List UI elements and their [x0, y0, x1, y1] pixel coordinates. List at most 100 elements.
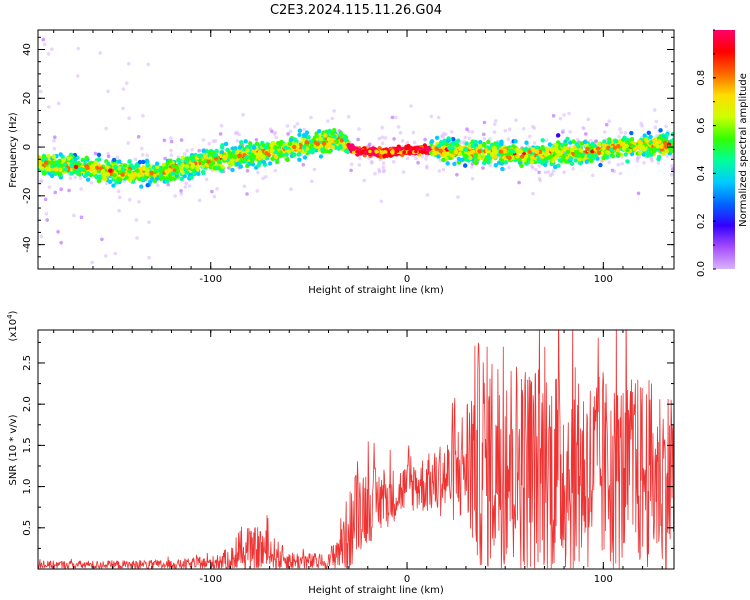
- spectrogram-point: [598, 162, 603, 168]
- spectrogram-point: [405, 156, 410, 161]
- spectrogram-point: [45, 218, 49, 222]
- spectrogram-point: [468, 155, 473, 161]
- spectrogram-point: [295, 122, 300, 126]
- spectrogram-point: [416, 160, 420, 165]
- spectrogram-point: [263, 145, 268, 150]
- spectrogram-point: [623, 152, 628, 157]
- spectrogram-point: [648, 134, 653, 140]
- spectrogram-point: [423, 137, 427, 142]
- spectrogram-point: [661, 151, 666, 156]
- spectrogram-point: [91, 170, 97, 176]
- spectrogram-point: [97, 174, 102, 179]
- spectrogram-point: [562, 170, 566, 174]
- spectrogram-point: [368, 142, 372, 147]
- spectrogram-point: [425, 193, 430, 197]
- spectrogram-point: [273, 154, 279, 160]
- spectrogram-point: [311, 147, 316, 152]
- spectrogram-point: [530, 165, 535, 170]
- spectrogram-point: [342, 144, 347, 150]
- spectrogram-point: [621, 146, 627, 151]
- spectrogram-point: [257, 156, 262, 161]
- spectrogram-point: [623, 131, 628, 135]
- spectrogram-point: [140, 176, 145, 182]
- spectrogram-point: [184, 164, 190, 169]
- spectrogram-point: [402, 150, 406, 154]
- spectrogram-point: [219, 123, 224, 128]
- spectrogram-point: [618, 171, 623, 176]
- spectrogram-point: [380, 141, 385, 145]
- spectrogram-point: [548, 173, 553, 178]
- spectrogram-point: [412, 140, 417, 145]
- spectrogram-point: [532, 141, 537, 145]
- spectrogram-point: [550, 146, 555, 151]
- spectrogram-point: [670, 164, 674, 168]
- spectrogram-point: [164, 169, 169, 174]
- spectrogram-point: [75, 170, 80, 175]
- spectrogram-point: [179, 189, 183, 193]
- spectrogram-point: [214, 148, 219, 154]
- spectrogram-point: [69, 171, 74, 176]
- spectrogram-point: [380, 135, 385, 139]
- y-tick-label: 2.5: [22, 355, 33, 371]
- spectrogram-point: [104, 126, 108, 131]
- spectrogram-point: [292, 124, 297, 129]
- spectrogram-point: [145, 153, 150, 158]
- y-axis-label: SNR (10 * v/v): [8, 414, 19, 485]
- spectrogram-point: [569, 161, 575, 166]
- spectrogram-point: [42, 42, 47, 47]
- spectrogram-point: [105, 165, 111, 170]
- spectrogram-point: [591, 173, 595, 178]
- spectrogram-point: [180, 162, 185, 168]
- spectrogram-point: [351, 150, 356, 155]
- spectrogram-point: [190, 158, 195, 163]
- spectrogram-point: [480, 152, 485, 157]
- spectrogram-point: [137, 200, 141, 204]
- spectrogram-point: [297, 157, 302, 162]
- spectrogram-point: [275, 159, 280, 164]
- spectrogram-point: [590, 141, 595, 147]
- spectrogram-point: [470, 177, 475, 181]
- spectrogram-point: [488, 163, 492, 168]
- spectrogram-point: [179, 138, 184, 142]
- spectrogram-point: [79, 215, 84, 219]
- spectrogram-point: [649, 156, 654, 161]
- spectrogram-point: [90, 260, 94, 265]
- spectrogram-point: [56, 162, 61, 168]
- spectrogram-point: [208, 162, 213, 167]
- spectrogram-point: [318, 143, 324, 149]
- spectrogram-point: [671, 141, 674, 147]
- spectrogram-point: [358, 156, 362, 161]
- spectrogram-point: [270, 156, 275, 161]
- spectrogram-point: [170, 171, 175, 176]
- spectrogram-point: [93, 151, 98, 156]
- spectrogram-point: [134, 218, 139, 222]
- spectrogram-point: [517, 180, 521, 185]
- spectrogram-point: [113, 164, 118, 170]
- spectrogram-point: [457, 151, 462, 157]
- spectrogram-point: [483, 157, 489, 163]
- spectrogram-point: [616, 162, 621, 167]
- spectrogram-point: [540, 138, 545, 143]
- spectrogram-point: [596, 142, 602, 147]
- x-tick-label: 100: [594, 574, 613, 585]
- x-axis-label: Height of straight line (km): [308, 285, 444, 296]
- spectrogram-point: [414, 149, 418, 154]
- spectrogram-point: [93, 160, 99, 165]
- spectrogram-point: [616, 152, 621, 157]
- spectrogram-point: [346, 115, 351, 119]
- spectrogram-point: [239, 158, 244, 163]
- spectrogram-point: [643, 137, 649, 142]
- spectrogram-point: [482, 136, 487, 141]
- spectrogram-point: [513, 139, 518, 144]
- spectrogram-point: [382, 168, 387, 173]
- y-axis-label: Frequency (Hz): [8, 112, 19, 188]
- spectrogram-point: [586, 117, 591, 122]
- spectrogram-point: [585, 146, 590, 151]
- spectrogram-point: [514, 118, 518, 122]
- spectrogram-point: [553, 164, 558, 170]
- spectrogram-point: [309, 115, 313, 120]
- spectrogram-point: [640, 145, 645, 150]
- spectrogram-point: [124, 81, 129, 85]
- spectrogram-point: [601, 146, 606, 151]
